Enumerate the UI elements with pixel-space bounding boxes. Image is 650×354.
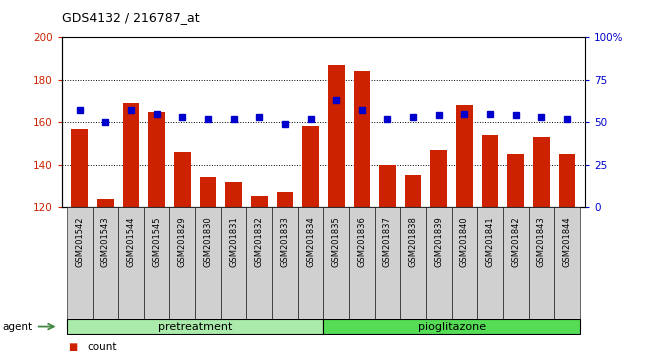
Text: GSM201840: GSM201840 [460, 216, 469, 267]
Bar [324, 319, 580, 334]
Bar [452, 207, 477, 319]
Text: GSM201835: GSM201835 [332, 216, 341, 267]
Bar [354, 71, 370, 354]
Bar [324, 207, 349, 319]
Bar [226, 182, 242, 354]
Bar [508, 154, 524, 354]
Text: ■: ■ [68, 342, 77, 352]
Text: GSM201829: GSM201829 [178, 216, 187, 267]
Bar [298, 207, 324, 319]
Bar [170, 207, 195, 319]
Text: GSM201832: GSM201832 [255, 216, 264, 267]
Bar [251, 196, 268, 354]
Bar [148, 112, 165, 354]
Bar [426, 207, 452, 319]
Text: GDS4132 / 216787_at: GDS4132 / 216787_at [62, 11, 200, 24]
Text: GSM201545: GSM201545 [152, 216, 161, 267]
Bar [97, 199, 114, 354]
Bar [405, 175, 421, 354]
Bar [559, 154, 575, 354]
Text: GSM201830: GSM201830 [203, 216, 213, 267]
Bar [72, 129, 88, 354]
Text: GSM201837: GSM201837 [383, 216, 392, 267]
Bar [174, 152, 190, 354]
Bar [195, 207, 221, 319]
Text: GSM201842: GSM201842 [512, 216, 520, 267]
Bar [430, 150, 447, 354]
Text: GSM201834: GSM201834 [306, 216, 315, 267]
Bar [528, 207, 554, 319]
Text: GSM201543: GSM201543 [101, 216, 110, 267]
Bar [92, 207, 118, 319]
Text: GSM201844: GSM201844 [562, 216, 571, 267]
Bar [554, 207, 580, 319]
Bar [328, 65, 345, 354]
Text: GSM201836: GSM201836 [358, 216, 367, 267]
Text: GSM201544: GSM201544 [127, 216, 135, 267]
Bar [118, 207, 144, 319]
Text: GSM201831: GSM201831 [229, 216, 238, 267]
Bar [482, 135, 499, 354]
Text: pretreatment: pretreatment [158, 321, 232, 332]
Bar [503, 207, 528, 319]
Bar [456, 105, 473, 354]
Bar [533, 137, 550, 354]
Bar [200, 177, 216, 354]
Bar [67, 319, 324, 334]
Bar [477, 207, 503, 319]
Bar [246, 207, 272, 319]
Bar [144, 207, 170, 319]
Bar [302, 126, 319, 354]
Text: GSM201843: GSM201843 [537, 216, 546, 267]
Text: count: count [88, 342, 117, 352]
Text: GSM201841: GSM201841 [486, 216, 495, 267]
Bar [349, 207, 374, 319]
Bar [276, 192, 293, 354]
Bar [67, 207, 92, 319]
Bar [123, 103, 139, 354]
Bar [379, 165, 396, 354]
Bar [221, 207, 246, 319]
Bar [272, 207, 298, 319]
Text: GSM201839: GSM201839 [434, 216, 443, 267]
Text: GSM201542: GSM201542 [75, 216, 84, 267]
Text: agent: agent [2, 321, 32, 332]
Text: GSM201833: GSM201833 [280, 216, 289, 267]
Text: GSM201838: GSM201838 [409, 216, 418, 267]
Bar [374, 207, 400, 319]
Bar [400, 207, 426, 319]
Text: pioglitazone: pioglitazone [417, 321, 486, 332]
